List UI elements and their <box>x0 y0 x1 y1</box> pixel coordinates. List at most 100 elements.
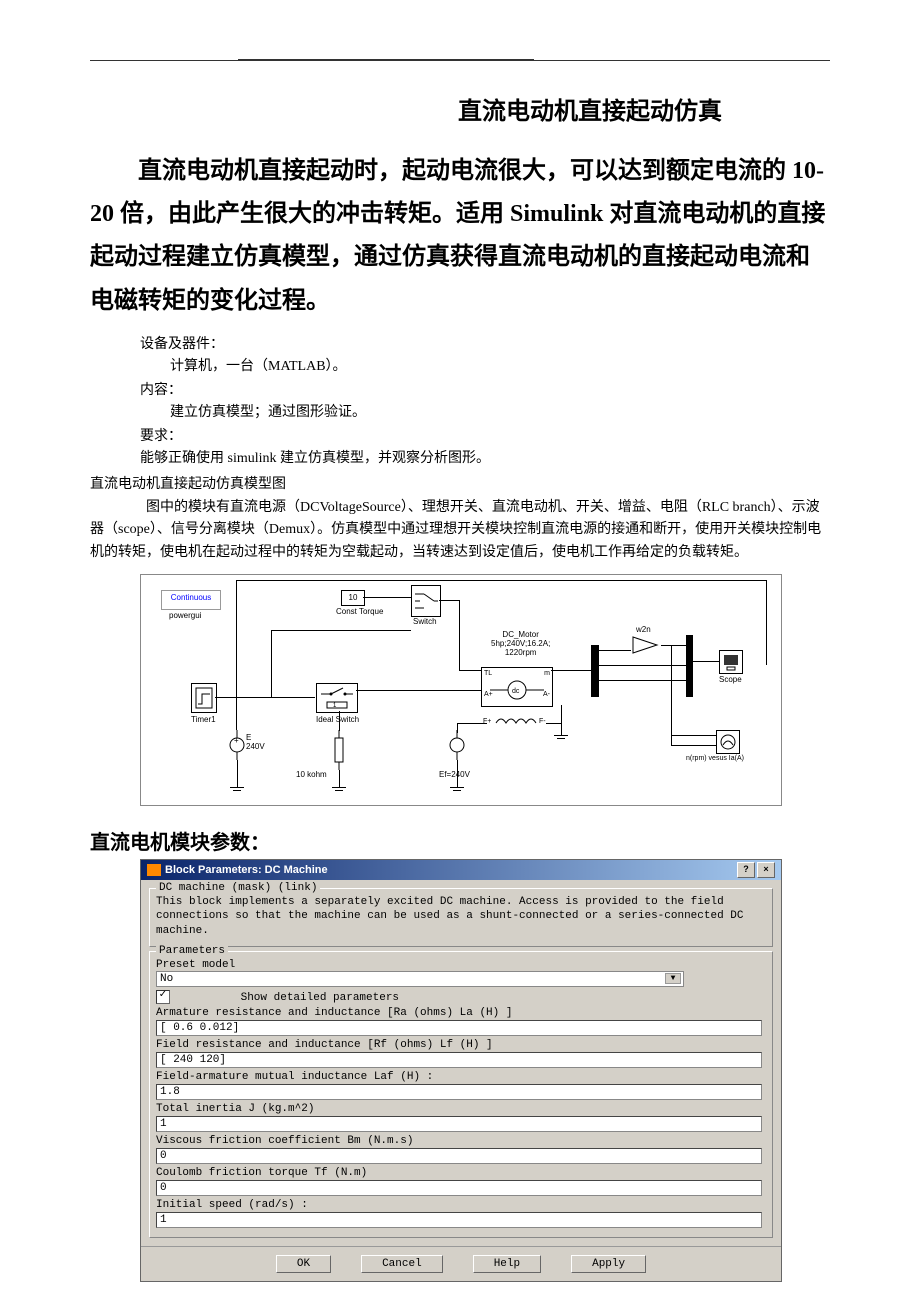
header-rule <box>90 60 830 61</box>
parameters-fieldset: Parameters Preset model No ✓ Show detail… <box>149 951 773 1238</box>
ef-label: Ef=240V <box>439 770 470 779</box>
show-detail-row: ✓ Show detailed parameters <box>156 990 766 1004</box>
field-rl-input[interactable]: [ 240 120] <box>156 1052 762 1068</box>
demux-block <box>591 645 599 697</box>
armature-label: Armature resistance and inductance [Ra (… <box>156 1007 766 1019</box>
ground-icon-4 <box>554 735 568 745</box>
model-description: 图中的模块有直流电源（DCVoltageSource）、理想开关、直流电动机、开… <box>90 497 830 564</box>
powergui-label: powergui <box>169 611 201 620</box>
wire <box>671 745 716 746</box>
parameters-legend: Parameters <box>156 945 228 957</box>
viscous-input[interactable]: 0 <box>156 1148 762 1164</box>
dc-motor-label: DC_Motor 5hp;240V;16.2A; 1220rpm <box>491 630 550 657</box>
coulomb-input[interactable]: 0 <box>156 1180 762 1196</box>
a-minus: A- <box>543 691 550 698</box>
dc-label: dc <box>512 688 520 695</box>
ground-icon-2 <box>332 787 346 797</box>
laf-input[interactable]: 1.8 <box>156 1084 762 1100</box>
wire <box>561 705 562 735</box>
wire <box>237 760 238 788</box>
ground-icon-3 <box>450 787 464 797</box>
viscous-label: Viscous friction coefficient Bm (N.m.s) <box>156 1135 766 1147</box>
laf-label: Field-armature mutual inductance Laf (H)… <box>156 1071 766 1083</box>
requirement-content: 能够正确使用 simulink 建立仿真模型，并观察分析图形。 <box>140 447 830 467</box>
resistor-block <box>331 730 347 770</box>
const-torque-block: 10 <box>341 590 365 606</box>
preset-select[interactable]: No <box>156 971 684 987</box>
wire <box>597 650 631 651</box>
dc-machine-block: TL m dc A+ A- <box>481 667 553 707</box>
wire <box>236 580 766 581</box>
wire <box>551 670 591 671</box>
ideal-switch-block: 1 <box>316 683 358 713</box>
dc-motor-rpm: 1220rpm <box>505 648 537 657</box>
help-button[interactable]: ? <box>737 862 755 878</box>
ground-icon <box>230 787 244 797</box>
preset-label: Preset model <box>156 959 235 971</box>
ok-button[interactable]: OK <box>276 1255 331 1273</box>
dc-motor-spec: 5hp;240V;16.2A; <box>491 639 550 648</box>
initspeed-label: Initial speed (rad/s) : <box>156 1199 766 1211</box>
initspeed-input[interactable]: 1 <box>156 1212 762 1228</box>
dc-motor-name: DC_Motor <box>502 630 538 639</box>
cancel-button[interactable]: Cancel <box>361 1255 443 1273</box>
switch-block <box>411 585 441 617</box>
wire <box>691 661 719 662</box>
timer-label: Timer1 <box>191 715 216 724</box>
intro-paragraph: 直流电动机直接起动时，起动电流很大，可以达到额定电流的 10-20 倍，由此产生… <box>90 150 830 323</box>
wire <box>459 600 460 670</box>
a-plus: A+ <box>484 691 493 698</box>
inertia-label: Total inertia J (kg.m^2) <box>156 1103 766 1115</box>
resistor-label: 10 kohm <box>296 770 327 779</box>
wire <box>339 711 340 731</box>
wire <box>546 723 561 724</box>
preset-row: Preset model No <box>156 959 766 987</box>
w2n-label: w2n <box>636 625 651 634</box>
wire <box>671 645 672 745</box>
e-label: E240V <box>246 733 265 751</box>
apply-button[interactable]: Apply <box>571 1255 646 1273</box>
mux-block <box>686 635 693 697</box>
field-inductor: F+ F- <box>481 713 551 731</box>
wire <box>766 580 767 665</box>
dialog-icon <box>147 864 161 876</box>
dialog-button-row: OK Cancel Help Apply <box>141 1246 781 1281</box>
block-parameters-dialog: Block Parameters: DC Machine ? × DC mach… <box>140 859 782 1282</box>
show-detail-label: Show detailed parameters <box>241 992 399 1004</box>
inertia-input[interactable]: 1 <box>156 1116 762 1132</box>
wire <box>671 735 716 736</box>
armature-input[interactable]: [ 0.6 0.012] <box>156 1020 762 1036</box>
continuous-block: Continuous <box>161 590 221 610</box>
xy-graph-block <box>716 730 740 754</box>
wire <box>356 690 481 691</box>
voltage-source-ef <box>449 730 465 760</box>
wire <box>439 600 459 601</box>
equipment-label: 设备及器件： <box>140 333 830 353</box>
wire <box>597 665 686 666</box>
timer-block <box>191 683 217 713</box>
model-subtitle: 直流电动机直接起动仿真模型图 <box>90 473 830 493</box>
xy-graph-label: n(rpm) vesus Ia(A) <box>686 755 744 762</box>
dialog-body: DC machine (mask) (link) This block impl… <box>141 880 781 1246</box>
mask-description: This block implements a separately excit… <box>156 895 766 938</box>
wire <box>457 760 458 788</box>
field-rl-label: Field resistance and inductance [Rf (ohm… <box>156 1039 766 1051</box>
scope-block <box>719 650 743 674</box>
wire <box>271 630 411 631</box>
page-title: 直流电动机直接起动仿真 <box>350 91 830 126</box>
document-page: 直流电动机直接起动仿真 直流电动机直接起动时，起动电流很大，可以达到额定电流的 … <box>0 0 920 1312</box>
scope-label: Scope <box>719 675 742 684</box>
params-heading: 直流电机模块参数： <box>90 826 830 855</box>
help-button-2[interactable]: Help <box>473 1255 541 1273</box>
const-torque-label: Const Torque <box>336 607 383 616</box>
simulink-diagram: Continuous powergui 10 Const Torque Swit… <box>140 574 782 806</box>
equipment-content: 计算机，一台（MATLAB）。 <box>170 355 830 375</box>
show-detail-checkbox[interactable]: ✓ <box>156 990 170 1004</box>
wire <box>597 680 686 681</box>
close-button[interactable]: × <box>757 862 775 878</box>
wire <box>271 630 272 697</box>
content-label: 内容： <box>140 379 830 399</box>
wire <box>339 770 340 788</box>
requirement-label: 要求： <box>140 425 830 445</box>
wire <box>363 597 411 598</box>
